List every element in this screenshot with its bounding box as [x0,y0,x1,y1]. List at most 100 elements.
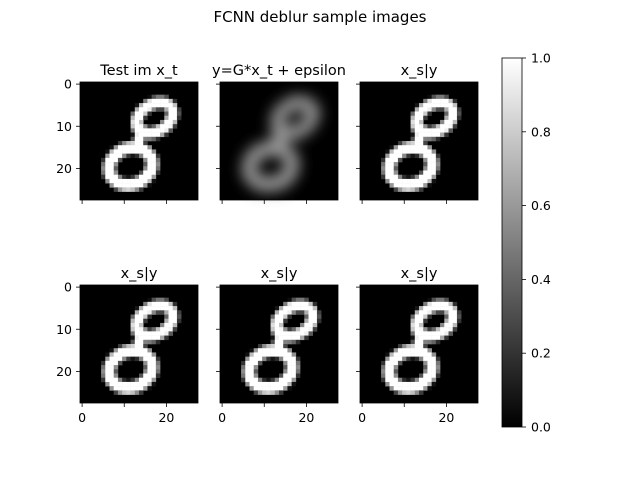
image-pixel [245,352,250,357]
image-pixel [130,119,136,125]
image-pixel [164,318,169,324]
image-pixel [397,352,403,357]
image-pixel [287,162,292,167]
image-pixel [134,381,140,387]
colorbar-tick-label: 0.8 [531,124,551,139]
image-pixel [274,331,280,336]
image-pixel [423,301,428,307]
image-pixel [155,136,161,142]
image-pixel [287,170,292,176]
image-pixel [266,386,271,391]
image-pixel [440,124,445,129]
image-pixel [435,356,441,362]
image-pixel [105,373,110,379]
image-pixel [287,111,292,117]
image-pixel [427,369,432,374]
image-pixel [109,373,115,379]
image-pixel [414,128,420,133]
image-pixel [122,183,127,188]
panel-frame [79,284,199,404]
image-pixel [427,94,432,100]
image-pixel [397,348,403,353]
image-pixel [423,136,428,142]
image-pixel [134,115,140,121]
image-pixel [139,356,144,362]
image-pixel [101,174,106,180]
image-pixel [427,373,432,379]
image-pixel [279,119,284,125]
image-pixel [257,157,263,163]
image-pixel [253,157,259,163]
image-pixel [279,344,284,349]
image-pixel [274,174,280,180]
image-pixel [389,360,395,366]
image-pixel [274,352,280,357]
image-pixel [393,377,399,383]
image-pixel [406,386,411,391]
image-pixel [270,178,276,184]
image-pixel [117,157,123,163]
image-pixel [143,360,148,366]
image-pixel [105,157,110,163]
image-pixel [283,145,288,150]
image-pixel [109,360,115,366]
image-pixel [139,115,144,121]
image-pixel [126,174,131,180]
image-pixel [130,124,136,129]
image-pixel [410,377,416,383]
image-pixel [266,187,271,192]
image-pixel [130,331,136,336]
image-pixel [147,166,152,171]
image-pixel [312,107,318,112]
image-pixel [304,124,309,129]
image-pixel [151,149,157,154]
image-pixel [431,94,437,100]
image-pixel [151,98,157,104]
image-pixel [249,356,255,362]
image-pixel [270,124,276,129]
image-pixel [419,381,424,387]
image-pixel [270,145,276,150]
image-pixel [291,157,297,163]
image-pixel [117,183,123,188]
image-pixel [262,174,267,180]
image-pixel [402,381,407,387]
image-pixel [139,322,144,328]
image-pixel [283,170,288,176]
image-pixel [109,166,115,171]
image-pixel [435,132,441,138]
image-pixel [393,170,399,176]
image-pixel [279,377,284,383]
y-tick-label: 0 [64,77,72,92]
image-pixel [143,301,148,307]
image-pixel [151,128,157,133]
colorbar-tick-label: 0.4 [531,272,551,287]
image-pixel [419,141,424,146]
image-pixel [419,348,424,353]
image-pixel [139,352,144,357]
image-pixel [435,162,441,167]
image-pixel [143,145,148,150]
image-pixel [270,339,276,345]
image-pixel [253,381,259,387]
image-pixel [291,369,297,374]
image-pixel [109,348,115,353]
image-pixel [295,103,301,108]
image-pixel [151,381,157,387]
image-pixel [130,132,136,138]
image-pixel [147,331,152,336]
image-pixel [287,136,292,142]
image-pixel [431,153,437,159]
image-pixel [249,174,255,180]
image-pixel [151,157,157,163]
chart-title: FCNN deblur sample images [213,8,426,26]
image-pixel [410,322,416,328]
image-pixel [448,111,454,117]
image-pixel [143,141,148,146]
image-pixel [143,107,148,112]
image-pixel [300,124,305,129]
image-pixel [440,297,445,303]
image-pixel [381,360,386,366]
image-pixel [393,386,399,391]
y-tick-label: 0 [64,280,72,295]
